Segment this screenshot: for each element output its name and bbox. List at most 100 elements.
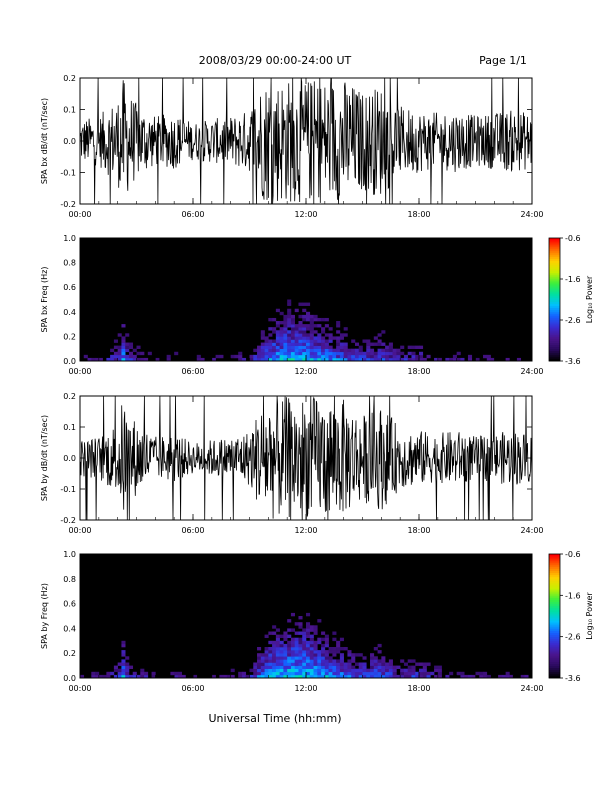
- heat-cell: [283, 674, 288, 679]
- colorbar-swatch: [549, 348, 560, 352]
- heat-cell: [317, 659, 322, 663]
- heat-cell: [377, 348, 382, 353]
- heat-cell: [411, 668, 416, 673]
- heat-cell: [290, 351, 295, 356]
- heat-cell: [121, 674, 126, 679]
- y-axis-label: SPA bx dB/dt (nT/sec): [40, 98, 49, 184]
- colorbar-swatch: [549, 669, 560, 673]
- heat-cell: [290, 643, 295, 648]
- heat-cell: [128, 357, 134, 362]
- heat-cell: [467, 674, 473, 679]
- heat-cell: [351, 659, 356, 663]
- heat-cell: [347, 354, 352, 359]
- heat-cell: [339, 665, 344, 669]
- heat-cell: [302, 628, 307, 632]
- colorbar-swatch: [549, 609, 560, 613]
- heat-cell: [377, 351, 382, 356]
- heat-cell: [347, 348, 352, 353]
- heat-cell: [260, 330, 265, 334]
- heat-cell: [370, 653, 375, 657]
- heat-cell: [275, 351, 280, 356]
- heat-cell: [351, 339, 356, 343]
- heat-cell: [422, 674, 427, 679]
- heat-cell: [279, 634, 284, 638]
- colorbar-swatch: [549, 254, 560, 257]
- heat-cell: [373, 665, 378, 669]
- heat-cell: [471, 674, 476, 679]
- colorbar-swatch: [549, 632, 560, 635]
- colorbar-swatch: [549, 626, 560, 629]
- heat-cell: [121, 671, 126, 676]
- heat-cell: [332, 351, 337, 356]
- heat-cell: [456, 671, 461, 676]
- heat-cell: [339, 674, 344, 679]
- heat-cell: [328, 351, 333, 356]
- heat-cell: [385, 354, 390, 359]
- heat-cell: [166, 354, 171, 359]
- heat-cell: [106, 671, 111, 676]
- heat-cell: [483, 354, 488, 359]
- heat-cell: [354, 653, 360, 657]
- heat-cell: [411, 665, 416, 669]
- heat-cell: [174, 671, 179, 676]
- y-tick-label: 0.1: [63, 106, 76, 115]
- colorbar-swatch: [549, 665, 560, 669]
- colorbar-swatch: [549, 276, 560, 280]
- heat-cell: [358, 665, 363, 669]
- heat-cell: [377, 643, 382, 648]
- heat-cell: [475, 671, 480, 676]
- colorbar-swatch: [549, 260, 560, 263]
- heat-cell: [373, 351, 378, 356]
- heat-cell: [388, 668, 393, 673]
- colorbar-swatch: [549, 299, 560, 302]
- heat-cell: [388, 357, 393, 362]
- heat-cell: [351, 668, 356, 673]
- heat-cell: [302, 357, 307, 362]
- heat-cell: [290, 330, 295, 334]
- heat-cell: [298, 674, 303, 679]
- colorbar-swatch: [549, 248, 560, 251]
- heat-cell: [219, 674, 224, 679]
- heat-cell: [306, 640, 311, 645]
- heat-cell: [309, 357, 314, 362]
- heat-cell: [125, 342, 130, 346]
- colorbar-swatch: [549, 291, 560, 294]
- heat-cell: [264, 668, 269, 673]
- heat-cell: [298, 637, 303, 642]
- heat-cell: [328, 327, 333, 331]
- x-tick-label: 00:00: [68, 210, 91, 219]
- heat-cell: [241, 357, 247, 362]
- heat-cell: [283, 668, 288, 673]
- y-tick-label: 0.2: [63, 74, 76, 83]
- heat-cell: [95, 674, 100, 679]
- heat-cell: [279, 330, 284, 334]
- heat-cell: [324, 653, 329, 657]
- heat-cell: [321, 662, 326, 666]
- heat-cell: [306, 336, 311, 340]
- heat-cell: [434, 665, 439, 669]
- heat-cell: [268, 327, 273, 331]
- heat-cell: [373, 659, 378, 663]
- heat-cell: [264, 674, 269, 679]
- heat-cell: [306, 348, 311, 353]
- heat-cell: [306, 665, 311, 669]
- heat-cell: [279, 357, 284, 362]
- heat-cell: [117, 357, 122, 362]
- heat-cell: [309, 348, 314, 353]
- heat-cell: [302, 637, 307, 642]
- heat-cell: [343, 333, 348, 337]
- heat-cell: [294, 351, 299, 356]
- colorbar-swatch: [549, 268, 560, 272]
- heat-cell: [298, 631, 303, 635]
- heat-cell: [275, 671, 280, 676]
- heat-cell: [411, 351, 416, 356]
- heat-cell: [324, 674, 329, 679]
- heat-cell: [257, 354, 262, 359]
- heat-cell: [354, 668, 360, 673]
- heat-cell: [283, 634, 288, 638]
- heat-cell: [321, 357, 326, 362]
- heat-cell: [272, 339, 277, 343]
- heat-cell: [306, 317, 311, 322]
- heat-cell: [283, 357, 288, 362]
- heat-cell: [385, 345, 390, 350]
